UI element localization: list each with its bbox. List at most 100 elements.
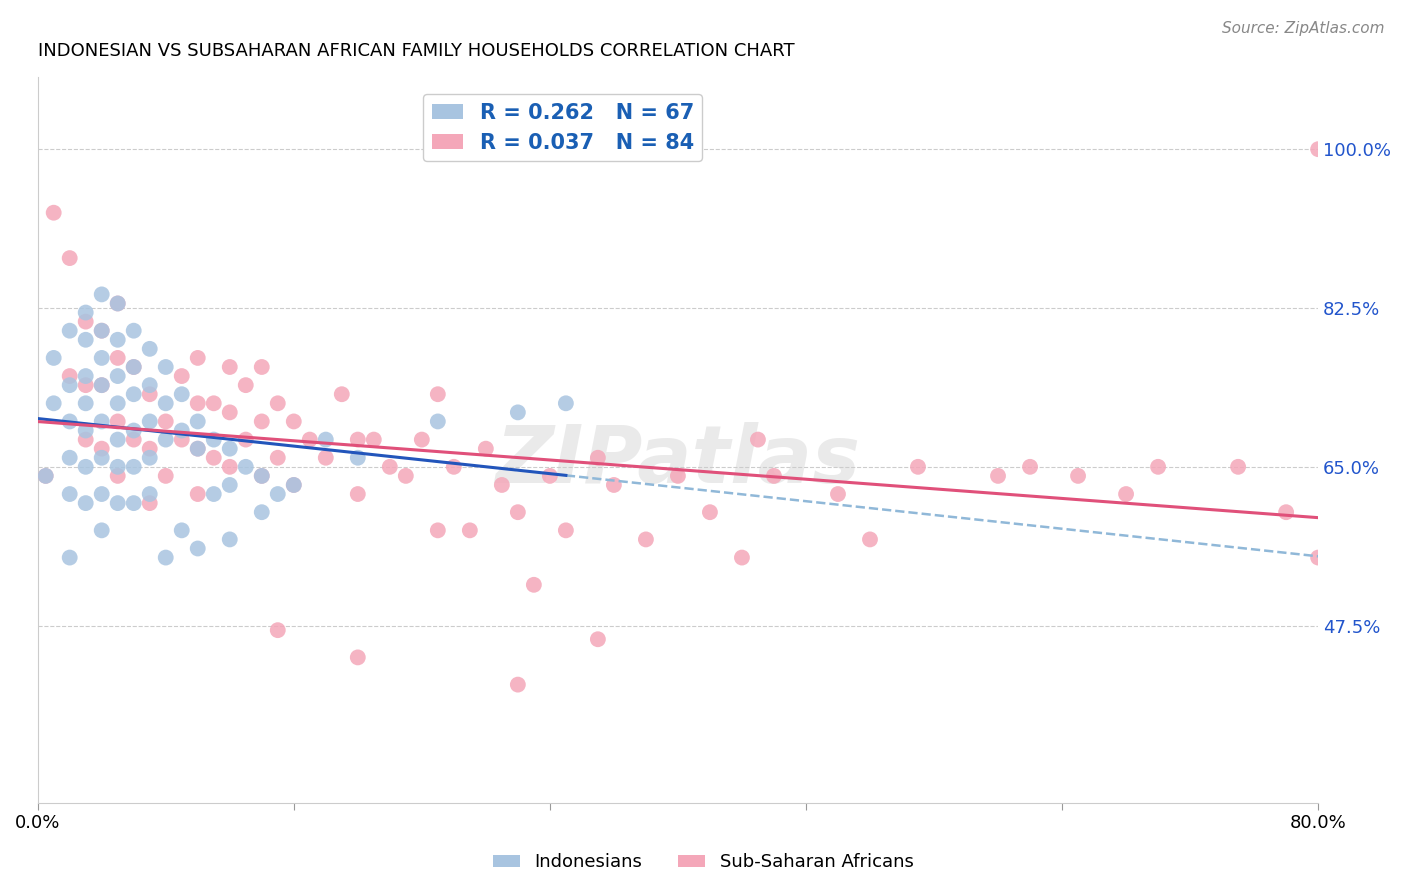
Point xyxy=(426,524,449,538)
Point xyxy=(666,469,689,483)
Point xyxy=(75,333,97,347)
Point xyxy=(346,650,368,665)
Point xyxy=(155,396,177,410)
Point xyxy=(298,433,321,447)
Point xyxy=(122,387,145,401)
Point xyxy=(378,459,401,474)
Point xyxy=(155,550,177,565)
Point xyxy=(267,487,290,501)
Point xyxy=(122,496,145,510)
Point xyxy=(411,433,433,447)
Point xyxy=(170,424,193,438)
Point xyxy=(554,396,576,410)
Point xyxy=(187,414,209,428)
Point xyxy=(59,487,82,501)
Point xyxy=(75,378,97,392)
Point xyxy=(235,433,257,447)
Point xyxy=(1067,469,1090,483)
Point xyxy=(90,378,112,392)
Point xyxy=(267,396,290,410)
Point xyxy=(235,378,257,392)
Point xyxy=(1227,459,1250,474)
Point xyxy=(155,469,177,483)
Point xyxy=(122,359,145,374)
Point xyxy=(42,396,65,410)
Point xyxy=(42,351,65,365)
Point xyxy=(170,369,193,384)
Point xyxy=(122,359,145,374)
Point xyxy=(155,359,177,374)
Point xyxy=(122,433,145,447)
Point xyxy=(523,578,546,592)
Point xyxy=(75,315,97,329)
Point xyxy=(122,459,145,474)
Point xyxy=(187,442,209,456)
Point xyxy=(187,396,209,410)
Point xyxy=(250,469,273,483)
Point xyxy=(107,396,129,410)
Point xyxy=(586,632,609,647)
Point xyxy=(187,351,209,365)
Point xyxy=(75,424,97,438)
Point xyxy=(75,433,97,447)
Point xyxy=(1115,487,1137,501)
Point xyxy=(202,450,225,465)
Point xyxy=(107,459,129,474)
Point xyxy=(138,487,160,501)
Legend: R = 0.262   N = 67, R = 0.037   N = 84: R = 0.262 N = 67, R = 0.037 N = 84 xyxy=(423,95,702,161)
Point xyxy=(187,442,209,456)
Point xyxy=(1308,142,1330,156)
Point xyxy=(155,414,177,428)
Point xyxy=(75,496,97,510)
Point xyxy=(75,396,97,410)
Point xyxy=(138,414,160,428)
Point xyxy=(202,433,225,447)
Point xyxy=(506,405,529,419)
Point xyxy=(107,433,129,447)
Point xyxy=(283,478,305,492)
Point xyxy=(1019,459,1042,474)
Point xyxy=(90,442,112,456)
Point xyxy=(491,478,513,492)
Point xyxy=(218,533,240,547)
Point xyxy=(218,459,240,474)
Point xyxy=(346,433,368,447)
Point xyxy=(554,524,576,538)
Point xyxy=(138,496,160,510)
Point xyxy=(603,478,626,492)
Point xyxy=(250,469,273,483)
Point xyxy=(59,369,82,384)
Point xyxy=(1308,550,1330,565)
Point xyxy=(138,378,160,392)
Point xyxy=(218,442,240,456)
Point xyxy=(859,533,882,547)
Point xyxy=(155,433,177,447)
Point xyxy=(107,469,129,483)
Point xyxy=(267,623,290,637)
Legend: Indonesians, Sub-Saharan Africans: Indonesians, Sub-Saharan Africans xyxy=(485,847,921,879)
Point xyxy=(187,487,209,501)
Point xyxy=(315,433,337,447)
Point xyxy=(731,550,754,565)
Point xyxy=(107,496,129,510)
Point xyxy=(170,433,193,447)
Point xyxy=(122,424,145,438)
Point xyxy=(218,478,240,492)
Point xyxy=(699,505,721,519)
Point xyxy=(283,414,305,428)
Point xyxy=(987,469,1010,483)
Point xyxy=(250,505,273,519)
Point xyxy=(907,459,929,474)
Point xyxy=(75,459,97,474)
Point xyxy=(218,405,240,419)
Point xyxy=(586,450,609,465)
Point xyxy=(75,369,97,384)
Point xyxy=(458,524,481,538)
Point xyxy=(634,533,657,547)
Point xyxy=(315,450,337,465)
Point xyxy=(59,414,82,428)
Point xyxy=(170,524,193,538)
Point xyxy=(538,469,561,483)
Point xyxy=(426,414,449,428)
Point xyxy=(747,433,769,447)
